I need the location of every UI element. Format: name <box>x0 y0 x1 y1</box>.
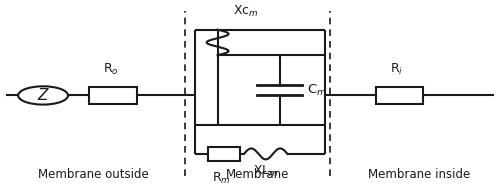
Bar <box>208 147 240 161</box>
Bar <box>376 87 424 104</box>
Text: Membrane inside: Membrane inside <box>368 168 470 181</box>
Text: XL$_m$: XL$_m$ <box>253 164 278 179</box>
Text: R$_o$: R$_o$ <box>102 62 118 77</box>
Bar <box>89 87 136 104</box>
Text: R$_m$: R$_m$ <box>212 171 231 186</box>
Text: Membrane: Membrane <box>226 168 289 181</box>
Text: Z: Z <box>38 88 48 103</box>
Text: Membrane outside: Membrane outside <box>38 168 148 181</box>
Text: R$_i$: R$_i$ <box>390 62 404 77</box>
Text: Xc$_m$: Xc$_m$ <box>232 4 258 19</box>
Text: C$_m$: C$_m$ <box>308 82 327 97</box>
